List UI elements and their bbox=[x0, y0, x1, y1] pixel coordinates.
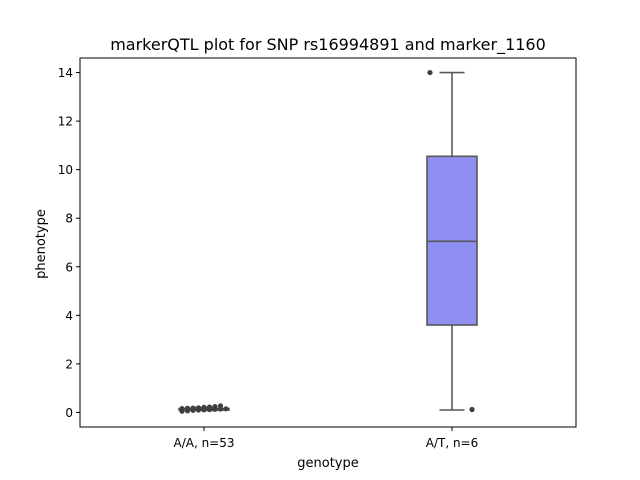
outlier-point bbox=[201, 404, 207, 410]
outlier-point bbox=[190, 405, 196, 411]
x-tick-label: A/T, n=6 bbox=[426, 436, 479, 450]
chart-title: markerQTL plot for SNP rs16994891 and ma… bbox=[110, 35, 546, 55]
x-axis-label: genotype bbox=[297, 456, 358, 471]
y-tick-label: 14 bbox=[58, 66, 73, 80]
outlier-point bbox=[223, 406, 229, 412]
outlier-point bbox=[217, 403, 224, 409]
outlier-point bbox=[184, 405, 191, 411]
y-tick-label: 0 bbox=[65, 406, 73, 420]
y-tick-label: 4 bbox=[65, 309, 73, 323]
outlier-point bbox=[195, 405, 202, 411]
y-axis-label: phenotype bbox=[34, 209, 49, 279]
outlier-point bbox=[469, 406, 475, 413]
y-tick-label: 12 bbox=[58, 115, 73, 129]
plot-frame bbox=[79, 57, 577, 428]
outlier-point bbox=[212, 404, 218, 410]
plot-area: 0 2 4 6 8 10 12 14 A/A, n=53 A/T, n=6 bbox=[58, 57, 577, 450]
outlier-point bbox=[427, 69, 433, 76]
outlier-point bbox=[179, 405, 185, 412]
y-tick-label: 8 bbox=[65, 212, 73, 226]
x-tick-label: A/A, n=53 bbox=[173, 436, 234, 450]
y-tick-label: 10 bbox=[58, 163, 73, 177]
y-tick-label: 6 bbox=[65, 260, 73, 274]
outlier-point bbox=[206, 404, 213, 410]
y-tick-label: 2 bbox=[65, 357, 73, 371]
